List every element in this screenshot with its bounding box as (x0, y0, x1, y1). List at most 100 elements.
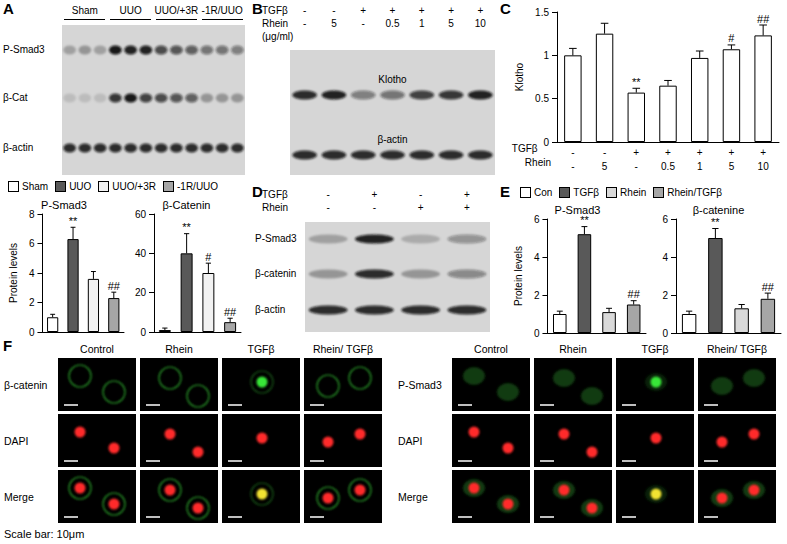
svg-text:60: 60 (135, 209, 147, 220)
svg-text:2: 2 (29, 297, 35, 308)
html-text:Rhein: Rhein (262, 202, 289, 213)
svg-text:##: ## (628, 288, 641, 300)
svg-text:**: ** (711, 216, 720, 228)
html-text:Rhein: Rhein (559, 343, 587, 355)
svg-text:20: 20 (135, 287, 147, 298)
html-text:A: A (3, 0, 14, 17)
svg-text:P-Smad3: P-Smad3 (41, 199, 87, 211)
html-text:UUO: UUO (69, 180, 92, 192)
svg-text:P-Smad3: P-Smad3 (555, 204, 601, 216)
html-text:TGFβ: TGFβ (573, 186, 600, 198)
html-text:10: 10 (474, 18, 486, 29)
html-text:E: E (500, 183, 510, 200)
html-text:Rhein: Rhein (165, 343, 193, 355)
svg-text:1: 1 (543, 50, 549, 61)
html-text:BTGFβ: BTGFβ (252, 0, 288, 17)
svg-text:+: + (697, 147, 703, 158)
html-text:Scale bar: 10μm: Scale bar: 10μm (4, 528, 85, 540)
svg-text:0: 0 (543, 137, 549, 148)
svg-text:0: 0 (29, 327, 35, 338)
svg-text:0: 0 (140, 327, 146, 338)
html-text:Klotho: Klotho (378, 74, 407, 85)
html-text:Rhein: Rhein (620, 186, 647, 198)
html-text:0.5: 0.5 (385, 18, 400, 29)
svg-text:β-Catenin: β-Catenin (163, 199, 211, 211)
svg-text:Rhein: Rhein (525, 157, 551, 168)
html-text:UUO/+3R -1R/UUO: UUO/+3R -1R/UUO (154, 5, 243, 16)
html-text:DAPI: DAPI (4, 434, 29, 447)
html-text:Merge: Merge (398, 490, 428, 503)
html-text:β-actin: β-actin (377, 134, 408, 145)
html-text:Rhein/ TGFβ: Rhein/ TGFβ (706, 343, 768, 355)
svg-text:2: 2 (534, 290, 540, 301)
html-text:Con: Con (534, 186, 553, 198)
svg-text:Protein levels: Protein levels (513, 246, 524, 306)
svg-text:Klotho: Klotho (514, 62, 525, 91)
html-text:P-Smad3: P-Smad3 (398, 378, 442, 391)
svg-text:4: 4 (662, 252, 668, 263)
html-text:DAPI: DAPI (398, 434, 423, 447)
html-text:TGFβ: TGFβ (247, 343, 275, 355)
svg-text:2: 2 (662, 290, 668, 301)
html-text:β-actin: β-actin (255, 304, 286, 315)
svg-text:##: ## (757, 13, 770, 25)
html-text:(μg/ml): (μg/ml) (262, 31, 294, 42)
html-text:Rhein: Rhein (262, 18, 289, 29)
svg-text:-: - (603, 147, 606, 158)
svg-text:+: + (729, 147, 735, 158)
svg-text:-: - (571, 161, 574, 172)
html-text:β-Cat: β-Cat (3, 92, 28, 103)
svg-text:Protein levels: Protein levels (8, 243, 19, 303)
html-text:Merge: Merge (4, 490, 34, 503)
html-text:Sham: Sham (71, 5, 98, 16)
html-text:P-Smad3: P-Smad3 (255, 233, 297, 244)
html-text:UUO: UUO (119, 5, 142, 16)
svg-text:5: 5 (602, 161, 608, 172)
svg-text:##: ## (762, 281, 775, 293)
svg-text:6: 6 (534, 214, 540, 225)
svg-text:1: 1 (697, 161, 703, 172)
svg-text:**: ** (580, 214, 589, 226)
svg-text:+: + (665, 147, 671, 158)
svg-text:#: # (205, 251, 212, 263)
svg-text:10: 10 (758, 161, 770, 172)
svg-text:-: - (571, 147, 574, 158)
svg-text:6: 6 (662, 214, 668, 225)
html-text:Control: Control (80, 343, 114, 355)
html-text:β-catenin: β-catenin (4, 378, 48, 391)
svg-text:**: ** (632, 76, 641, 88)
svg-text:5: 5 (729, 161, 735, 172)
svg-text:**: ** (69, 215, 78, 227)
html-text:Rhein/TGFβ: Rhein/TGFβ (667, 186, 722, 198)
svg-text:6: 6 (29, 238, 35, 249)
svg-text:0.5: 0.5 (661, 161, 675, 172)
svg-text:4: 4 (29, 268, 35, 279)
html-text:Sham: Sham (22, 180, 49, 192)
svg-text:4: 4 (534, 252, 540, 263)
svg-text:##: ## (108, 280, 121, 292)
html-text:DTGFβ: DTGFβ (252, 183, 288, 200)
html-text:-1R/UUO: -1R/UUO (177, 180, 219, 192)
svg-text:+: + (633, 147, 639, 158)
html-text:UUO/+3R: UUO/+3R (112, 180, 156, 192)
html-text:Rhein/ TGFβ: Rhein/ TGFβ (312, 343, 374, 355)
svg-text:0: 0 (534, 328, 540, 339)
svg-text:+: + (760, 147, 766, 158)
svg-text:##: ## (224, 306, 237, 318)
html-text:Control: Control (474, 343, 508, 355)
svg-text:-: - (635, 161, 638, 172)
svg-text:TGFβ: TGFβ (512, 143, 538, 154)
html-text:C: C (500, 0, 511, 17)
svg-text:8: 8 (29, 209, 35, 220)
svg-text:1.5: 1.5 (535, 7, 549, 18)
html-text:β-catenin: β-catenin (255, 268, 297, 279)
svg-text:β-catenine: β-catenine (693, 204, 745, 216)
svg-text:0.5: 0.5 (535, 93, 549, 104)
svg-text:0: 0 (662, 328, 668, 339)
html-text:P-Smad3: P-Smad3 (3, 44, 45, 55)
html-text:TGFβ: TGFβ (641, 343, 669, 355)
svg-text:**: ** (182, 221, 191, 233)
html-text:β-actin: β-actin (3, 142, 34, 153)
svg-text:40: 40 (135, 248, 147, 259)
svg-text:#: # (728, 32, 735, 44)
